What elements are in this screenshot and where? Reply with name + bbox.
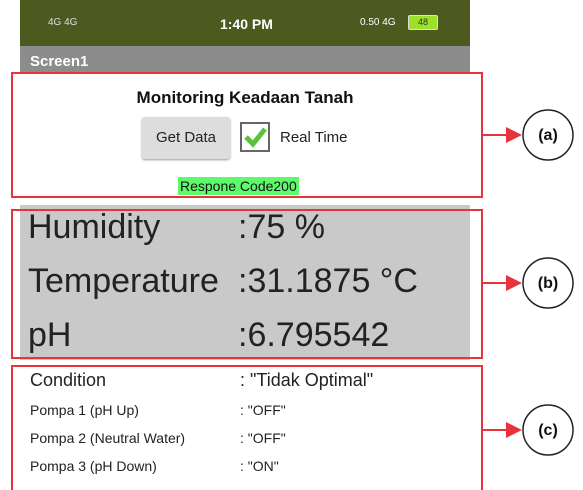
status-value: : "OFF": [240, 430, 286, 446]
status-label: Pompa 3 (pH Down): [30, 458, 157, 474]
battery: 48: [408, 15, 438, 30]
reading-label: pH: [28, 316, 72, 354]
section-title: Monitoring Keadaan Tanah: [136, 88, 354, 107]
app-title: Screen1: [30, 53, 89, 70]
annotation-label: (a): [538, 127, 558, 144]
reading-value: :31.1875 °C: [238, 262, 418, 300]
status-value: : "OFF": [240, 402, 286, 418]
annotation-circle: [522, 257, 574, 309]
status-value: : "Tidak Optimal": [240, 370, 374, 390]
annotation-box: [11, 365, 483, 490]
status-label: Pompa 1 (pH Up): [30, 402, 139, 418]
annotation-box: [11, 209, 483, 359]
app-bar: [20, 46, 470, 74]
annotation-circle: [522, 109, 574, 161]
annotation-label: (b): [538, 275, 558, 292]
status-right: 0.50 4G: [360, 17, 396, 28]
status-value: : "ON": [240, 458, 279, 474]
reading-label: Temperature: [28, 262, 219, 300]
status-time: 1:40 PM: [220, 16, 273, 32]
annotation-circle: [522, 404, 574, 456]
readings-panel: [20, 205, 470, 360]
status-bar: [20, 0, 470, 46]
annotation-label: (c): [538, 422, 558, 439]
status-label: Condition: [30, 370, 107, 390]
checkbox-label: Real Time: [280, 129, 348, 146]
checkbox[interactable]: [240, 122, 270, 152]
get-data-button[interactable]: Get Data: [142, 117, 230, 159]
status-left: 4G 4G: [48, 17, 78, 28]
reading-label: Humidity: [28, 208, 161, 246]
check-icon: [244, 127, 267, 148]
reading-value: :75 %: [238, 208, 325, 246]
annotation-box: [11, 72, 483, 198]
status-label: Pompa 2 (Neutral Water): [30, 430, 186, 446]
response-code: Respone Code200: [178, 177, 299, 195]
reading-value: :6.795542: [238, 316, 390, 354]
